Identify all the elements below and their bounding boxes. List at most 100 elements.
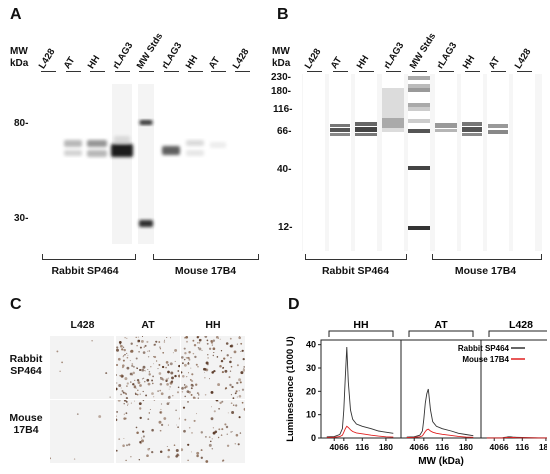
panel-c-cell-dot: [126, 382, 129, 385]
panel-c-cell-dot: [59, 370, 61, 372]
panel-c-cell-dot: [141, 378, 143, 380]
panel-c-cell-dot: [159, 382, 163, 386]
panel-d-bracket-l428: [488, 330, 547, 337]
panel-c-cell-dot: [160, 423, 164, 427]
panel-c-cell-dot: [131, 363, 134, 365]
panel-b-band-9: [435, 129, 457, 132]
panel-a-bracket-mouse: [153, 254, 259, 260]
panel-b-blot: [302, 74, 542, 251]
panel-b-lane-line-7: [491, 71, 506, 72]
panel-c-cell-dot: [177, 370, 180, 372]
panel-c-cell-dot: [161, 365, 165, 369]
panel-a-lane-line-5: [164, 71, 179, 72]
panel-b-lane-line-3: [386, 71, 401, 72]
panel-c-cell-dot: [241, 388, 245, 391]
panel-c-cell-dot: [147, 369, 149, 371]
panel-c-cell-dot: [187, 372, 190, 374]
panel-c-cell-dot: [229, 383, 232, 387]
panel-c-cell-dot: [116, 418, 118, 422]
panel-c-cell-dot: [139, 384, 142, 387]
panel-c-cell-dot: [159, 348, 162, 350]
panel-c-ihc-image-r1-c0: [50, 400, 114, 463]
panel-b-mw-label: MW: [272, 46, 290, 57]
panel-c-cell-dot: [192, 339, 195, 342]
panel-c-cell-dot: [116, 449, 118, 452]
panel-c-cell-dot: [151, 379, 154, 382]
panel-a-lane-label-5: rLAG3: [159, 40, 185, 71]
panel-c-cell-dot: [182, 375, 185, 378]
panel-c-cell-dot: [151, 428, 154, 432]
panel-a-lane-label-2: HH: [85, 53, 103, 71]
panel-c-cell-dot: [167, 448, 171, 452]
panel-b-lane-label-6: HH: [460, 53, 478, 71]
panel-c-cell-dot: [225, 425, 229, 429]
panel-d-series-hh-0: [326, 346, 394, 438]
panel-c-cell-dot: [163, 417, 167, 420]
panel-c-cell-dot: [148, 373, 151, 376]
panel-c-cell-dot: [126, 385, 128, 387]
panel-c-cell-dot: [181, 356, 184, 359]
panel-c-cell-dot: [135, 387, 137, 389]
panel-c-cell-dot: [212, 339, 216, 343]
panel-c-cell-dot: [235, 390, 238, 393]
panel-c-cell-dot: [155, 340, 158, 343]
panel-c-cell-dot: [235, 404, 238, 407]
panel-d-bracket-at: [408, 330, 474, 337]
panel-c-cell-dot: [132, 371, 135, 375]
panel-c-cell-dot: [126, 356, 129, 359]
panel-c-cell-dot: [131, 364, 134, 367]
panel-c-cell-dot: [167, 364, 170, 366]
panel-c-cell-dot: [182, 386, 184, 388]
panel-c-cell-dot: [230, 365, 233, 368]
panel-b-letter: B: [277, 6, 289, 23]
panel-c-cell-dot: [215, 400, 219, 402]
panel-d-series-at-0: [406, 388, 474, 438]
panel-c-cell-dot: [152, 375, 154, 378]
panel-c-cell-dot: [184, 352, 187, 355]
panel-c-cell-dot: [218, 428, 221, 431]
panel-c-cell-dot: [169, 362, 173, 366]
panel-c-cell-dot: [194, 355, 197, 359]
panel-c-cell-dot: [135, 336, 137, 339]
panel-c-cell-dot: [236, 364, 239, 367]
panel-c-cell-dot: [196, 336, 200, 338]
panel-b-lane-bg-7: [487, 74, 509, 251]
panel-b-lane-line-0: [307, 71, 322, 72]
panel-c-cell-dot: [139, 416, 142, 420]
panel-c-cell-dot: [135, 393, 137, 395]
panel-c-cell-dot: [174, 348, 178, 352]
panel-c-cell-dot: [165, 361, 169, 364]
panel-c-cell-dot: [169, 386, 171, 388]
panel-c-cell-dot: [218, 407, 220, 410]
panel-a-lane-label-6: HH: [183, 53, 201, 71]
panel-c-cell-dot: [185, 336, 189, 339]
panel-c-ihc-image-r0-c2: [181, 336, 245, 399]
panel-b-lane-label-1: AT: [328, 55, 345, 71]
panel-a-band-11: [210, 142, 226, 148]
panel-c-cell-dot: [122, 391, 125, 394]
panel-c-cell-dot: [187, 443, 190, 446]
panel-c-cell-dot: [119, 374, 121, 377]
panel-b-kda-label: kDa: [272, 58, 291, 69]
panel-c-cell-dot: [155, 360, 158, 362]
panel-a-lane-label-3: rLAG3: [110, 40, 136, 71]
panel-b-marker-180: 180-: [271, 86, 292, 97]
panel-a-band-5: [114, 136, 130, 144]
panel-c-cell-dot: [215, 336, 219, 339]
panel-c-cell-dot: [151, 392, 154, 395]
panel-c-cell-dot: [148, 412, 151, 414]
panel-c-cell-dot: [239, 381, 242, 384]
panel-a-lane-line-0: [41, 71, 56, 72]
panel-c-cell-dot: [174, 374, 177, 378]
panel-c-cell-dot: [183, 347, 186, 350]
panel-a-marker-30: 30-: [14, 213, 29, 224]
panel-c-cell-dot: [130, 381, 132, 383]
panel-c-row-rabbit-line1: Rabbit: [9, 353, 43, 365]
panel-c-cell-dot: [123, 417, 126, 420]
panel-c-cell-dot: [122, 356, 124, 358]
panel-c-cell-dot: [229, 370, 232, 372]
panel-c-cell-dot: [193, 419, 196, 422]
panel-a-band-9: [186, 140, 204, 146]
panel-c-cell-dot: [141, 368, 145, 372]
panel-c-cell-dot: [126, 337, 128, 340]
